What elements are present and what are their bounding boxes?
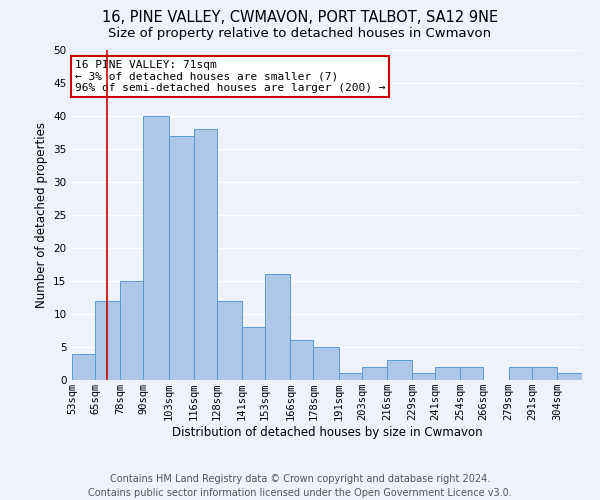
- Text: 16, PINE VALLEY, CWMAVON, PORT TALBOT, SA12 9NE: 16, PINE VALLEY, CWMAVON, PORT TALBOT, S…: [102, 10, 498, 25]
- X-axis label: Distribution of detached houses by size in Cwmavon: Distribution of detached houses by size …: [172, 426, 482, 439]
- Bar: [72, 354, 95, 380]
- Bar: [242, 327, 265, 380]
- Bar: [290, 340, 313, 380]
- Bar: [217, 301, 242, 380]
- Text: 16 PINE VALLEY: 71sqm
← 3% of detached houses are smaller (7)
96% of semi-detach: 16 PINE VALLEY: 71sqm ← 3% of detached h…: [74, 60, 385, 93]
- Bar: [387, 360, 412, 380]
- Text: Size of property relative to detached houses in Cwmavon: Size of property relative to detached ho…: [109, 28, 491, 40]
- Bar: [532, 367, 557, 380]
- Bar: [265, 274, 290, 380]
- Bar: [313, 347, 338, 380]
- Bar: [509, 367, 532, 380]
- Bar: [435, 367, 460, 380]
- Bar: [120, 281, 143, 380]
- Bar: [557, 374, 582, 380]
- Bar: [143, 116, 169, 380]
- Bar: [169, 136, 194, 380]
- Bar: [412, 374, 435, 380]
- Bar: [338, 374, 362, 380]
- Y-axis label: Number of detached properties: Number of detached properties: [35, 122, 47, 308]
- Text: Contains HM Land Registry data © Crown copyright and database right 2024.
Contai: Contains HM Land Registry data © Crown c…: [88, 474, 512, 498]
- Bar: [194, 129, 217, 380]
- Bar: [95, 301, 120, 380]
- Bar: [362, 367, 387, 380]
- Bar: [460, 367, 484, 380]
